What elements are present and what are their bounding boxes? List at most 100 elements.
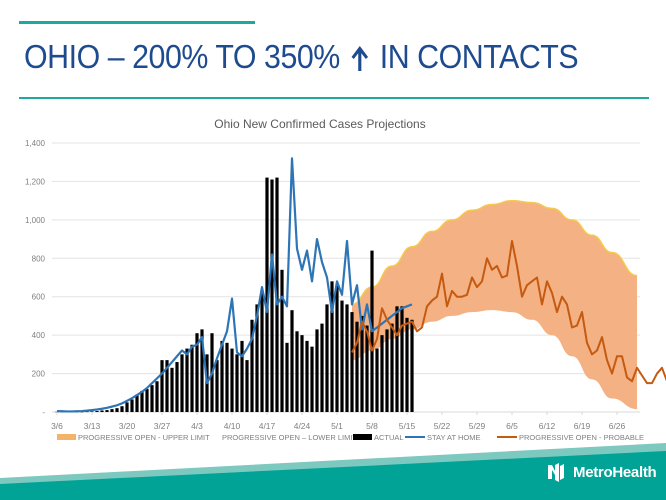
legend-label: PROGRESSIVE OPEN - UPPER LIMIT (78, 433, 210, 442)
actual-bar (315, 329, 319, 412)
actual-bar (185, 348, 189, 412)
actual-bar (285, 342, 289, 412)
x-tick-label: 6/19 (574, 421, 591, 431)
actual-bar (250, 319, 254, 412)
actual-bar (215, 360, 219, 412)
x-tick-label: 5/15 (399, 421, 416, 431)
y-tick-label: 600 (32, 293, 46, 302)
actual-bar (365, 325, 369, 412)
x-tick-label: 5/8 (366, 421, 378, 431)
actual-bar (145, 388, 149, 412)
y-tick-label: - (42, 408, 45, 417)
x-tick-label: 5/22 (434, 421, 451, 431)
actual-bar (130, 399, 134, 412)
x-tick-label: 4/24 (294, 421, 311, 431)
actual-bar (200, 329, 204, 412)
x-tick-label: 3/20 (119, 421, 136, 431)
legend-label: STAY AT HOME (427, 433, 481, 442)
actual-bar (355, 321, 359, 412)
actual-bar (90, 411, 94, 412)
progressive-open-band (351, 199, 638, 410)
actual-bar (95, 411, 99, 412)
actual-bar (335, 285, 339, 412)
actual-bar (400, 306, 404, 412)
up-arrow-icon (350, 42, 370, 71)
actual-bar (160, 360, 164, 412)
actual-bar (325, 304, 329, 412)
actual-bar (330, 281, 334, 412)
actual-bar (115, 408, 119, 412)
actual-bar (410, 319, 414, 412)
actual-bar (340, 300, 344, 412)
x-tick-label: 3/27 (154, 421, 171, 431)
y-tick-label: 800 (32, 254, 46, 263)
actual-bar (380, 335, 384, 412)
x-tick-label: 5/29 (469, 421, 486, 431)
actual-bar (120, 406, 124, 412)
actual-bar (375, 348, 379, 412)
actual-bar (310, 346, 314, 412)
actual-bar (350, 312, 354, 412)
legend-swatch-upper-limit (57, 434, 76, 440)
actual-bar (165, 360, 169, 412)
actual-bar (260, 292, 264, 412)
actual-bar (345, 304, 349, 412)
actual-bar (290, 310, 294, 412)
actual-bar (255, 304, 259, 412)
y-tick-label: 1,000 (25, 216, 46, 225)
actual-bar (150, 385, 154, 412)
slide-title-part1: OHIO – 200% TO 350% (24, 38, 340, 75)
y-tick-label: 400 (32, 331, 46, 340)
actual-bar (195, 333, 199, 412)
brand-name: MetroHealth (573, 463, 657, 481)
actual-bar (300, 335, 304, 412)
actual-bar (405, 317, 409, 412)
x-tick-label: 4/10 (224, 421, 241, 431)
actual-bar (135, 394, 139, 412)
actual-bar (220, 340, 224, 412)
actual-bar (265, 177, 269, 412)
actual-bar (280, 269, 284, 412)
y-tick-label: 1,400 (25, 139, 46, 148)
actual-bar (245, 360, 249, 412)
actual-bar (230, 348, 234, 412)
y-axis-ticks: - 200 400 600 800 1,000 1,200 1,400 (25, 139, 46, 417)
actual-bar (105, 410, 109, 412)
y-tick-label: 1,200 (25, 177, 46, 186)
slide-title: OHIO – 200% TO 350% IN CONTACTS (24, 38, 579, 76)
x-tick-label: 6/12 (539, 421, 556, 431)
title-underline-rule (19, 97, 649, 99)
actual-bar (295, 331, 299, 412)
upper-limit-line (351, 199, 638, 306)
actual-bar (395, 306, 399, 412)
series-lines (56, 157, 666, 413)
actual-bar (140, 390, 144, 412)
actual-bar (175, 362, 179, 412)
actual-bar (235, 354, 239, 412)
actual-bar (170, 367, 174, 412)
actual-bar (225, 342, 229, 412)
actual-bar (320, 323, 324, 412)
actual-bar (240, 340, 244, 412)
slide-title-part2: IN CONTACTS (379, 38, 579, 75)
actual-bar (390, 323, 394, 412)
x-tick-label: 6/5 (506, 421, 518, 431)
actual-bar (270, 179, 274, 412)
actual-bar (85, 411, 89, 413)
x-tick-label: 3/6 (51, 421, 63, 431)
metrohealth-logo: MetroHealth (547, 462, 657, 482)
actual-bar (360, 315, 364, 412)
chart-legend: PROGRESSIVE OPEN - UPPER LIMIT PROGRESSIV… (57, 433, 644, 442)
actual-bars (55, 177, 414, 413)
x-tick-label: 3/13 (84, 421, 101, 431)
actual-bar (125, 402, 129, 412)
actual-bar (155, 381, 159, 412)
actual-bar (180, 354, 184, 412)
actual-bar (385, 329, 389, 412)
x-tick-label: 4/3 (191, 421, 203, 431)
band-area (352, 200, 637, 410)
legend-label: PROGRESSIVE OPEN - PROBABLE (519, 433, 644, 442)
actual-bar (110, 409, 114, 412)
legend-label: PROGRESSIVE OPEN – LOWER LIMIT (222, 433, 357, 442)
stay-at-home-line (56, 157, 413, 413)
